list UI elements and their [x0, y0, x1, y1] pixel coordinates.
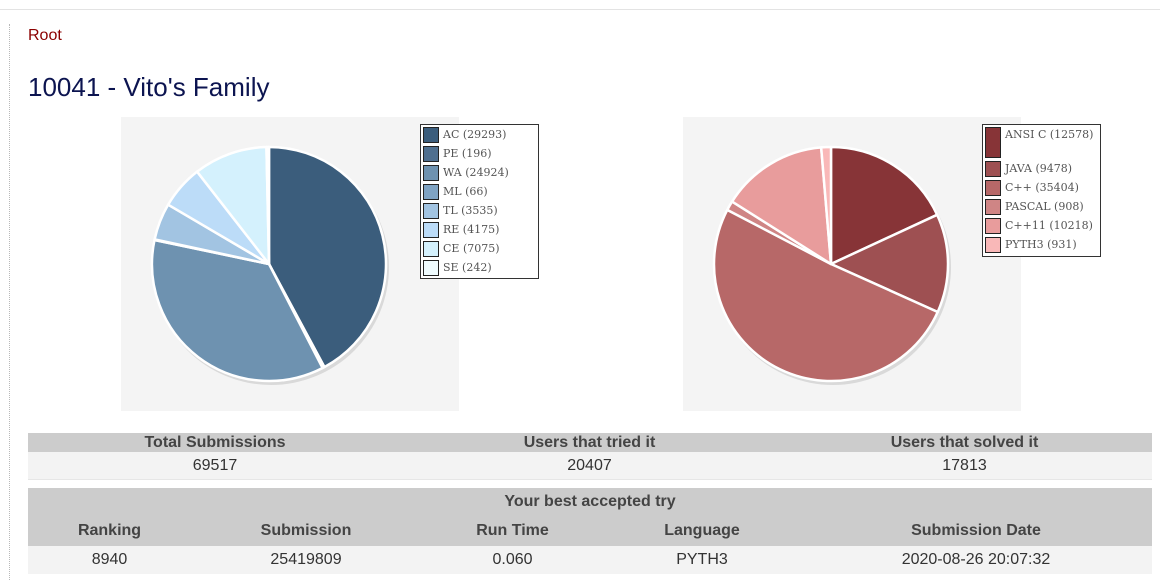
language-slice-c11: [730, 146, 833, 266]
language-legend: ANSI C (12578) JAVA (9478) C++ (35404) PASC…: [982, 124, 1101, 257]
verdict-legend-swatch: [423, 260, 439, 276]
language-slice-ansic: [829, 145, 939, 266]
users-tried-value: 20407: [402, 452, 777, 480]
ranking-header: Ranking: [28, 516, 191, 546]
left-dotted-divider: [9, 24, 10, 581]
language-legend-label: C++ (35404): [1005, 181, 1079, 194]
verdict-slice-wa: [150, 238, 324, 383]
verdict-legend-label: AC (29293): [443, 128, 507, 141]
verdict-legend-swatch: [423, 165, 439, 181]
verdict-legend-label: WA (24924): [443, 166, 509, 179]
verdict-legend-item: ML (66): [423, 184, 536, 203]
language-legend-swatch: [985, 237, 1001, 253]
submission-date-header: Submission Date: [800, 516, 1152, 546]
language-legend-swatch: [985, 218, 1001, 234]
page-title: 10041 - Vito's Family: [28, 72, 270, 102]
verdict-legend-label: RE (4175): [443, 223, 500, 236]
best-try-header-row: Ranking Submission Run Time Language Sub…: [28, 516, 1152, 546]
users-tried-header: Users that tried it: [402, 433, 777, 452]
language-legend-swatch: [985, 161, 1001, 177]
verdict-legend-label: SE (242): [443, 261, 492, 274]
language-legend-label: JAVA (9478): [1005, 162, 1073, 175]
users-solved-value: 17813: [777, 452, 1152, 480]
verdict-legend-item: CE (7075): [423, 241, 536, 260]
top-divider: [0, 9, 1160, 10]
language-value: PYTH3: [604, 546, 800, 574]
ranking-value: 8940: [28, 546, 191, 574]
verdict-pie-chart: [121, 117, 459, 411]
verdict-legend-item: RE (4175): [423, 222, 536, 241]
submission-header: Submission: [191, 516, 421, 546]
verdict-legend-swatch: [423, 146, 439, 162]
users-solved-header: Users that solved it: [777, 433, 1152, 452]
verdict-legend-label: ML (66): [443, 185, 488, 198]
language-legend-item: C++11 (10218): [985, 218, 1098, 237]
breadcrumb-root-link[interactable]: Root: [28, 27, 62, 44]
best-try-value-row: 8940 25419809 0.060 PYTH3 2020-08-26 20:…: [28, 546, 1152, 574]
best-accepted-try-table: Your best accepted try Ranking Submissio…: [28, 488, 1152, 574]
total-submissions-value: 69517: [28, 452, 402, 480]
submission-id-link[interactable]: 25419809: [191, 546, 421, 574]
submission-date-value: 2020-08-26 20:07:32: [800, 546, 1152, 574]
language-legend-swatch: [985, 127, 1001, 158]
language-legend-label: PASCAL (908): [1005, 200, 1084, 213]
submission-stats-table: Total Submissions Users that tried it Us…: [28, 433, 1152, 480]
language-legend-swatch: [985, 199, 1001, 215]
language-legend-swatch: [985, 180, 1001, 196]
verdict-legend-swatch: [423, 127, 439, 143]
verdict-slice-ac: [267, 145, 388, 369]
language-pie-chart: [683, 117, 1021, 411]
verdict-legend: AC (29293) PE (196) WA (24924) ML (66) TL (3…: [420, 124, 539, 279]
language-slice-pyth3: [819, 145, 833, 266]
verdict-legend-swatch: [423, 222, 439, 238]
verdict-legend-label: TL (3535): [443, 204, 498, 217]
verdict-legend-item: SE (242): [423, 260, 536, 279]
language-legend-item: JAVA (9478): [985, 161, 1098, 180]
language-slice-c: [712, 208, 939, 383]
best-try-caption-row: Your best accepted try: [28, 488, 1152, 516]
language-slice-java: [829, 213, 950, 314]
stats-value-row: 69517 20407 17813: [28, 452, 1152, 480]
verdict-slice-se: [265, 145, 271, 266]
verdict-legend-item: AC (29293): [423, 127, 536, 146]
total-submissions-header: Total Submissions: [28, 433, 402, 452]
best-try-caption: Your best accepted try: [28, 488, 1152, 516]
run-time-header: Run Time: [421, 516, 604, 546]
language-legend-item: ANSI C (12578): [985, 127, 1098, 161]
language-legend-item: PASCAL (908): [985, 199, 1098, 218]
verdict-slice-ce: [195, 145, 271, 266]
verdict-legend-item: TL (3535): [423, 203, 536, 222]
language-legend-label: PYTH3 (931): [1005, 238, 1077, 251]
language-legend-item: C++ (35404): [985, 180, 1098, 199]
language-pie-svg: [712, 145, 951, 385]
verdict-legend-swatch: [423, 241, 439, 257]
run-time-value: 0.060: [421, 546, 604, 574]
verdict-legend-swatch: [423, 184, 439, 200]
verdict-legend-item: WA (24924): [423, 165, 536, 184]
verdict-legend-label: PE (196): [443, 147, 492, 160]
language-header: Language: [604, 516, 800, 546]
verdict-legend-label: CE (7075): [443, 242, 500, 255]
verdict-pie-svg: [150, 145, 389, 385]
language-legend-label: ANSI C (12578): [1005, 128, 1094, 141]
language-legend-label: C++11 (10218): [1005, 219, 1093, 232]
verdict-legend-item: PE (196): [423, 146, 536, 165]
stats-header-row: Total Submissions Users that tried it Us…: [28, 433, 1152, 452]
verdict-legend-swatch: [423, 203, 439, 219]
language-legend-item: PYTH3 (931): [985, 237, 1098, 256]
